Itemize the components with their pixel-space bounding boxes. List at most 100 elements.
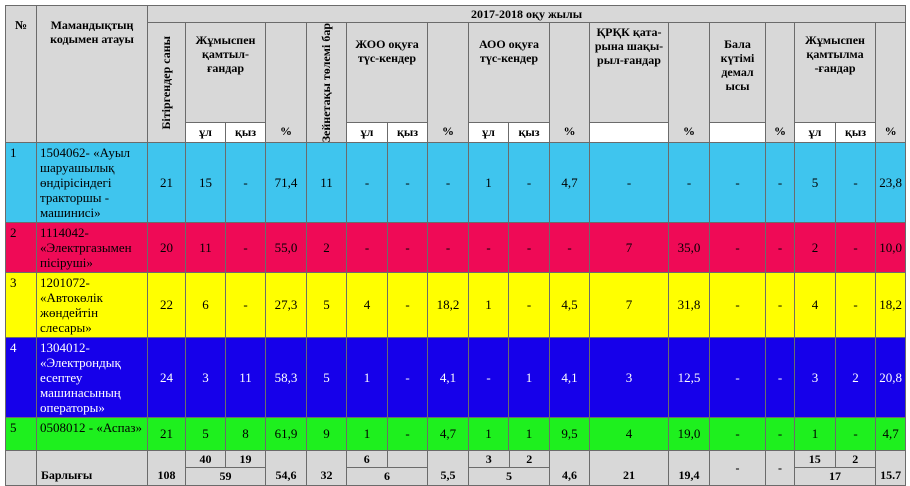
totals-unemployed-split: 15 2 17 [795, 451, 875, 485]
cell-sec-girl: 1 [508, 337, 550, 419]
cell-pension: 2 [306, 222, 347, 274]
header-sec-boy: ұл [468, 122, 509, 144]
row-specialty: 0508012 - «Аспаз» [36, 417, 148, 452]
cell-employed-boy: 15 [185, 142, 226, 224]
header-pension: Зейнетақы төлемі бар [306, 21, 347, 144]
cell-sec-pct: 4,5 [549, 272, 590, 339]
cell-sec-pct: - [549, 222, 590, 274]
table-row: 1 1504062- «Ауыл шаруашылық өндірісіндег… [5, 142, 907, 224]
graduate-employment-table: № Мамандықтың кодымен атауы 2017-2018 оқ… [5, 4, 907, 486]
totals-hei-pct: 5,5 [427, 450, 469, 486]
cell-hei-pct: 4,7 [427, 417, 469, 452]
row-specialty: 1504062- «Ауыл шаруашылық өндірісіндегі … [36, 142, 148, 224]
totals-unemployed-girl: 2 [834, 451, 875, 469]
cell-unemployed-boy: 3 [794, 337, 836, 419]
totals-sec-pct: 4,6 [549, 450, 590, 486]
cell-hei-boy: 1 [346, 337, 388, 419]
cell-army: 7 [589, 272, 669, 339]
cell-sec-girl: - [508, 222, 550, 274]
cell-army-pct: 12,5 [668, 337, 710, 419]
cell-unemployed-girl: 2 [835, 337, 876, 419]
cell-sec-boy: - [468, 337, 509, 419]
totals-employed-pct: 54,6 [265, 450, 307, 486]
cell-employed-girl: - [225, 272, 266, 339]
cell-hei-pct: 4,1 [427, 337, 469, 419]
totals-employed-boy: 40 [186, 451, 226, 469]
table-row: 5 0508012 - «Аспаз» 21 5 8 61,9 9 1 - 4,… [5, 417, 907, 452]
cell-unemployed-pct: 23,8 [874, 142, 907, 224]
header-employed: Жұмыспен қамтыл-ғандар [185, 21, 266, 124]
cell-sec-girl: 1 [508, 417, 550, 452]
header-unemployed: Жұмыспен қамтылма -ғандар [794, 21, 876, 124]
cell-army-pct: - [668, 142, 710, 224]
cell-unemployed-boy: 1 [794, 417, 836, 452]
table-row: 2 1114042- «Электргазымен пісіруші» 20 1… [5, 222, 907, 274]
cell-graduates: 24 [147, 337, 186, 419]
cell-unemployed-boy: 2 [794, 222, 836, 274]
header-pension-text: Зейнетақы төлемі бар [319, 23, 333, 143]
totals-army: 21 [589, 450, 669, 486]
header-hei-pct: % [427, 21, 469, 144]
table-row: 3 1201072- «Автокөлік жөндейтін слесары»… [5, 272, 907, 339]
cell-leave-pct: - [765, 417, 795, 452]
cell-sec-boy: 1 [468, 272, 509, 339]
header-leave-pct: % [765, 21, 795, 144]
cell-hei-boy: - [346, 142, 388, 224]
cell-graduates: 20 [147, 222, 186, 274]
totals-employed-sum: 59 [186, 467, 265, 485]
cell-leave: - [709, 272, 766, 339]
totals-hei-boy: 6 [347, 451, 387, 469]
cell-sec-pct: 9,5 [549, 417, 590, 452]
header-sec: АОО оқуға түс-кендер [468, 21, 550, 124]
cell-employed-boy: 6 [185, 272, 226, 339]
totals-employed-girl: 19 [225, 451, 265, 469]
cell-graduates: 21 [147, 142, 186, 224]
cell-employed-girl: - [225, 222, 266, 274]
header-specialty: Мамандықтың кодымен атауы [36, 4, 148, 144]
totals-unemployed: 15 2 17 [794, 450, 876, 486]
cell-leave: - [709, 142, 766, 224]
cell-hei-girl: - [387, 417, 428, 452]
cell-pension: 5 [306, 337, 347, 419]
cell-army: - [589, 142, 669, 224]
cell-employed-boy: 5 [185, 417, 226, 452]
totals-employed-split: 40 19 59 [186, 451, 265, 485]
cell-unemployed-pct: 18,2 [874, 272, 907, 339]
cell-leave: - [709, 417, 766, 452]
cell-employed-boy: 11 [185, 222, 226, 274]
cell-hei-boy: - [346, 222, 388, 274]
cell-sec-boy: 1 [468, 417, 509, 452]
cell-army-pct: 31,8 [668, 272, 710, 339]
totals-army-pct: 19,4 [668, 450, 710, 486]
cell-employed-boy: 3 [185, 337, 226, 419]
totals-pension: 32 [306, 450, 347, 486]
cell-army-pct: 19,0 [668, 417, 710, 452]
cell-leave-pct: - [765, 337, 795, 419]
cell-unemployed-girl: - [835, 417, 876, 452]
cell-employed-girl: - [225, 142, 266, 224]
header-graduates-text: Бітіргендер саны [159, 35, 173, 130]
cell-pension: 11 [306, 142, 347, 224]
row-specialty: 1304012- «Электрондық есептеу машинасыны… [36, 337, 148, 419]
totals-number-empty [5, 450, 37, 486]
row-number: 1 [5, 142, 37, 224]
cell-sec-girl: - [508, 142, 550, 224]
cell-employed-pct: 55,0 [265, 222, 307, 274]
header-unemployed-girl: қыз [835, 122, 876, 144]
cell-hei-girl: - [387, 142, 428, 224]
cell-leave-pct: - [765, 142, 795, 224]
cell-army: 3 [589, 337, 669, 419]
cell-graduates: 22 [147, 272, 186, 339]
row-number: 5 [5, 417, 37, 452]
header-hei: ЖОО оқуға түс-кендер [346, 21, 428, 124]
cell-hei-pct: - [427, 142, 469, 224]
cell-employed-girl: 11 [225, 337, 266, 419]
totals-sec-sum: 5 [469, 467, 549, 485]
header-army: ҚРҚК қата-рына шақы-рыл-ғандар [589, 21, 669, 124]
totals-unemployed-sum: 17 [795, 467, 875, 485]
cell-unemployed-boy: 5 [794, 142, 836, 224]
row-number: 4 [5, 337, 37, 419]
cell-hei-girl: - [387, 272, 428, 339]
